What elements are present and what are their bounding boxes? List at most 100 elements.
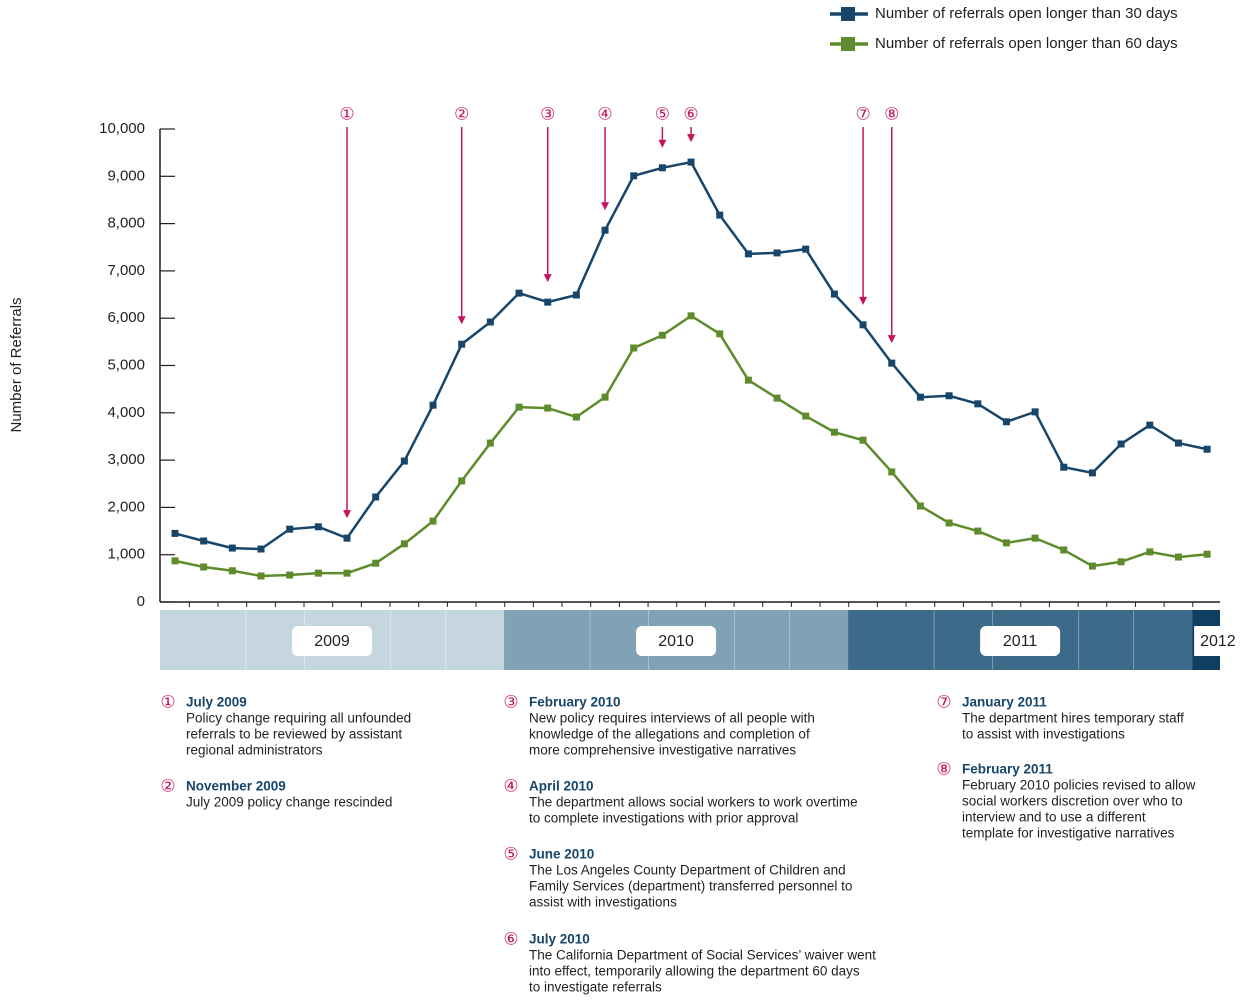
point xyxy=(802,245,810,253)
point xyxy=(314,569,322,577)
point xyxy=(257,545,265,553)
point xyxy=(1174,553,1182,561)
y-tick-label: 7,000 xyxy=(107,262,145,279)
point xyxy=(687,312,695,320)
point xyxy=(400,457,408,465)
note-marker: ⑦ xyxy=(936,692,951,711)
point xyxy=(372,559,380,567)
point xyxy=(486,318,494,326)
point xyxy=(744,376,752,384)
y-tick-label: 6,000 xyxy=(107,309,145,326)
note-title: November 2009 xyxy=(186,779,286,794)
note-text: Policy change requiring all unfounded xyxy=(186,711,411,726)
note-marker: ⑥ xyxy=(503,929,518,948)
point xyxy=(429,517,437,525)
year-label-box xyxy=(980,626,1061,656)
y-axis-label: Number of Referrals xyxy=(8,297,25,432)
point xyxy=(515,289,523,297)
y-tick-label: 1,000 xyxy=(107,546,145,563)
point xyxy=(945,519,953,527)
point xyxy=(572,291,580,299)
point xyxy=(658,331,666,339)
point xyxy=(916,393,924,401)
point xyxy=(1088,469,1096,477)
point xyxy=(1002,418,1010,426)
point xyxy=(601,226,609,234)
point xyxy=(343,569,351,577)
note-text: regional administrators xyxy=(186,743,323,758)
year-label: 2012 xyxy=(1200,633,1236,650)
point xyxy=(716,330,724,338)
point xyxy=(1088,562,1096,570)
note-title: January 2011 xyxy=(962,695,1047,710)
point xyxy=(372,493,380,501)
legend-swatch xyxy=(841,7,855,21)
note-text: referrals to be reviewed by assistant xyxy=(186,727,402,742)
arrow-head xyxy=(658,139,667,148)
arrow-marker: ③ xyxy=(540,104,555,123)
arrow-head xyxy=(457,316,466,325)
point xyxy=(228,567,236,575)
point xyxy=(1060,546,1068,554)
point xyxy=(1031,408,1039,416)
point xyxy=(888,468,896,476)
note-text: to assist with investigations xyxy=(962,727,1125,742)
note-text: The department allows social workers to … xyxy=(529,795,858,810)
point xyxy=(572,413,580,421)
point xyxy=(888,359,896,367)
arrow-marker: ⑤ xyxy=(655,104,670,123)
arrow-head xyxy=(543,274,552,283)
note-title: April 2010 xyxy=(529,779,594,794)
point xyxy=(429,401,437,409)
year-label: 2011 xyxy=(1003,633,1038,650)
note-title: February 2011 xyxy=(962,762,1053,777)
y-tick-label: 2,000 xyxy=(107,498,145,515)
note-text: Family Services (department) transferred… xyxy=(529,879,852,894)
point xyxy=(544,298,552,306)
note-text: February 2010 policies revised to allow xyxy=(962,778,1196,793)
line xyxy=(174,160,1208,551)
point xyxy=(200,563,208,571)
point xyxy=(1203,550,1211,558)
note-text: social workers discretion over who to xyxy=(962,794,1183,809)
note-title: June 2010 xyxy=(529,847,594,862)
note-text: July 2009 policy change rescinded xyxy=(186,795,392,810)
arrow-marker: ④ xyxy=(597,104,612,123)
y-tick-label: 8,000 xyxy=(107,215,145,232)
note-text: The California Department of Social Serv… xyxy=(529,948,876,963)
point xyxy=(830,428,838,436)
note-text: knowledge of the allegations and complet… xyxy=(529,727,810,742)
legend-label: Number of referrals open longer than 30 … xyxy=(875,5,1178,22)
y-tick-label: 9,000 xyxy=(107,167,145,184)
note-text: to complete investigations with prior ap… xyxy=(529,811,798,826)
arrow-head xyxy=(687,134,696,143)
point xyxy=(1002,539,1010,547)
point xyxy=(859,321,867,329)
point xyxy=(257,572,265,580)
year-label: 2009 xyxy=(314,633,350,650)
year-label-box xyxy=(1194,626,1250,656)
arrow-marker: ⑦ xyxy=(855,104,870,123)
arrow-head xyxy=(887,335,896,344)
point xyxy=(486,439,494,447)
point xyxy=(916,502,924,510)
note-text: template for investigative narratives xyxy=(962,826,1175,841)
point xyxy=(1146,548,1154,556)
note-marker: ⑤ xyxy=(503,844,518,863)
point xyxy=(1117,440,1125,448)
point xyxy=(974,400,982,408)
note-text: into effect, temporarily allowing the de… xyxy=(529,964,860,979)
note-title: July 2010 xyxy=(529,932,590,947)
arrow-head xyxy=(343,510,352,519)
year-label-box xyxy=(636,626,717,656)
point xyxy=(744,250,752,258)
note-marker: ② xyxy=(160,776,175,795)
point xyxy=(171,557,179,565)
point xyxy=(974,527,982,535)
y-tick-label: 10,000 xyxy=(99,120,145,137)
point xyxy=(1174,439,1182,447)
y-tick-label: 5,000 xyxy=(107,356,145,373)
y-tick-label: 4,000 xyxy=(107,404,145,421)
point xyxy=(200,537,208,545)
